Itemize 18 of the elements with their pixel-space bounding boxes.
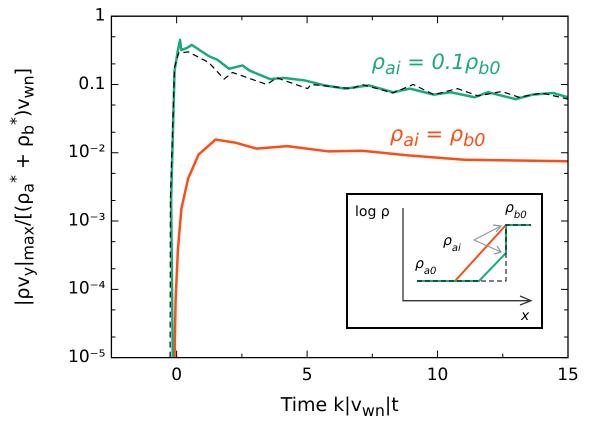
x-tick-label: 10 (426, 365, 448, 386)
y-tick-label: 10⁻³ (68, 210, 106, 230)
annotation: ρ$_{b0}$ (505, 200, 527, 220)
y-tick-label: 1 (94, 6, 106, 26)
annotation: log ρ (355, 204, 390, 220)
y-tick-label: 10⁻⁵ (68, 347, 106, 368)
annotation: ρ$_{a0}$ (415, 256, 436, 276)
series-label: ρ$_{ai}$ = ρ$_{b0}$ (390, 122, 486, 152)
x-tick-label: 15 (557, 365, 579, 386)
y-tick-label: 10⁻⁴ (68, 278, 106, 299)
x-tick-label: 5 (302, 365, 313, 386)
y-tick-label: 10⁻² (68, 142, 106, 162)
series-label: ρ$_{ai}$ = 0.1ρ$_{b0}$ (372, 50, 501, 80)
x-axis-title: Time k|v$_{wn}$|t (280, 394, 399, 420)
annotation: ρ$_{ai}$ (443, 233, 462, 254)
annotation: x (520, 308, 530, 324)
y-tick-label: 0.1 (78, 74, 106, 94)
x-tick-label: 0 (171, 365, 182, 386)
